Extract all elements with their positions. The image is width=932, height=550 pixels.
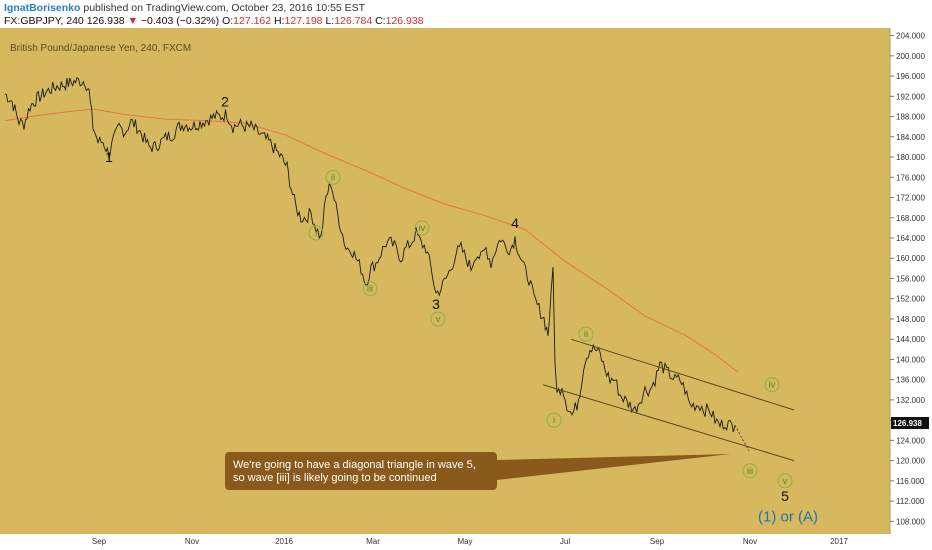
x-tick-label: Sep [92, 537, 107, 546]
chart-title: British Pound/Japanese Yen, 240, FXCM [10, 43, 191, 54]
y-tick-label: 172.000 [896, 194, 925, 203]
x-tick-label: Jul [560, 537, 570, 546]
y-tick-label: 176.000 [896, 173, 925, 182]
wave-label-i: i [553, 415, 555, 426]
y-tick-label: 156.000 [896, 274, 925, 283]
price-chart[interactable]: British Pound/Japanese Yen, 240, FXCM 10… [0, 28, 932, 550]
x-tick-label: Nov [743, 537, 757, 546]
high-value: 127.198 [284, 15, 323, 27]
time-axis[interactable] [0, 534, 890, 550]
annotation-line-2: so wave [iii] is likely going to be cont… [233, 472, 437, 484]
last-price-tag-text: 126.938 [893, 419, 922, 428]
price-axis[interactable] [891, 28, 932, 550]
y-tick-label: 200.000 [896, 52, 925, 61]
y-tick-label: 124.000 [896, 436, 925, 445]
wave-label-iv: iv [419, 223, 426, 234]
y-tick-label: 184.000 [896, 133, 925, 142]
y-tick-label: 136.000 [896, 376, 925, 385]
y-tick-label: 148.000 [896, 315, 925, 324]
wave-label-5: 5 [781, 488, 789, 504]
moving-average-layer [4, 108, 739, 373]
plot-area[interactable] [0, 28, 890, 534]
degree-label: (1) or (A) [758, 508, 818, 525]
wave-label-v: v [783, 476, 788, 487]
price-series-layer [4, 76, 736, 433]
wave-label-iii: iii [367, 284, 373, 295]
wave-circle [546, 412, 562, 428]
low-value: 126.784 [334, 15, 373, 27]
channel-layer [542, 338, 795, 462]
x-tick-label: Mar [366, 537, 380, 546]
y-tick-label: 112.000 [896, 497, 925, 506]
wave-label-ii: ii [331, 172, 335, 183]
last-price-tag-box [891, 417, 929, 429]
y-tick-label: 204.000 [896, 32, 925, 41]
price-change: −0.403 (−0.32%) [140, 15, 220, 27]
down-arrow-icon: ▼ [127, 15, 138, 27]
wave-label-ii: ii [584, 329, 588, 340]
x-tick-label: Nov [185, 537, 199, 546]
y-tick-label: 144.000 [896, 335, 925, 344]
price-line [4, 76, 736, 433]
y-tick-label: 152.000 [896, 295, 925, 304]
annotation-line-1: We're going to have a diagonal triangle … [233, 459, 476, 471]
wave-label-v: v [436, 314, 441, 325]
wave-circle [362, 281, 378, 297]
wave-label-2: 2 [221, 93, 229, 109]
wave-label-iv: iv [769, 380, 776, 391]
y-tick-label: 108.000 [896, 517, 925, 526]
y-tick-label: 192.000 [896, 92, 925, 101]
y-tick-label: 132.000 [896, 396, 925, 405]
x-axis-ticks: Sep Nov 2016 Mar May Jul Sep Nov 2017 [92, 537, 849, 546]
wave-label-1: 1 [105, 149, 113, 165]
wave-label-4: 4 [511, 215, 519, 231]
y-tick-label: 160.000 [896, 254, 925, 263]
symbol-label[interactable]: FX:GBPJPY, 240 [4, 15, 84, 27]
wave-circle [742, 463, 758, 479]
wave-label-3: 3 [432, 296, 440, 312]
chart-header: IgnatBorisenko published on TradingView.… [0, 0, 932, 28]
y-tick-label: 188.000 [896, 113, 925, 122]
annotation-callout[interactable]: We're going to have a diagonal triangle … [225, 452, 731, 490]
wave-circle [414, 220, 430, 236]
y-tick-label: 168.000 [896, 214, 925, 223]
annotation-pointer [497, 454, 731, 480]
channel-upper-line [570, 338, 795, 411]
author-link[interactable]: IgnatBorisenko [4, 2, 81, 14]
x-tick-label: May [457, 537, 472, 546]
y-tick-label: 180.000 [896, 153, 925, 162]
open-label: O: [222, 15, 234, 27]
x-tick-label: 2016 [275, 537, 293, 546]
x-tick-label: 2017 [830, 537, 848, 546]
wave-circle [764, 377, 780, 393]
low-label: L: [325, 15, 335, 27]
quote-line: FX:GBPJPY, 240 126.938 ▼ −0.403 (−0.32%)… [4, 15, 424, 27]
moving-average-line [4, 108, 739, 373]
y-tick-label: 120.000 [896, 457, 925, 466]
y-tick-label: 140.000 [896, 355, 925, 364]
wave-label-i: i [315, 228, 317, 239]
high-label: H: [274, 15, 285, 27]
close-label: C: [375, 15, 386, 27]
y-tick-label: 164.000 [896, 234, 925, 243]
open-value: 127.162 [233, 15, 272, 27]
last-price-tag: 126.938 [891, 417, 929, 429]
y-tick-label: 116.000 [896, 477, 925, 486]
wave-circle [325, 169, 341, 185]
wave-circle [308, 225, 324, 241]
wave-circle [578, 326, 594, 342]
last-price: 126.938 [86, 15, 125, 27]
y-tick-label: 196.000 [896, 72, 925, 81]
close-value: 126.938 [385, 15, 424, 27]
wave-label-iii: iii [747, 466, 753, 477]
projection-path [734, 424, 750, 451]
publish-line: IgnatBorisenko published on TradingView.… [4, 2, 365, 14]
channel-lower-line [542, 384, 795, 462]
x-tick-label: Sep [650, 537, 665, 546]
wave-circle [430, 311, 446, 327]
annotation-box [225, 452, 497, 490]
publish-info: published on TradingView.com, October 23… [80, 2, 366, 14]
wave-circle [777, 473, 793, 489]
